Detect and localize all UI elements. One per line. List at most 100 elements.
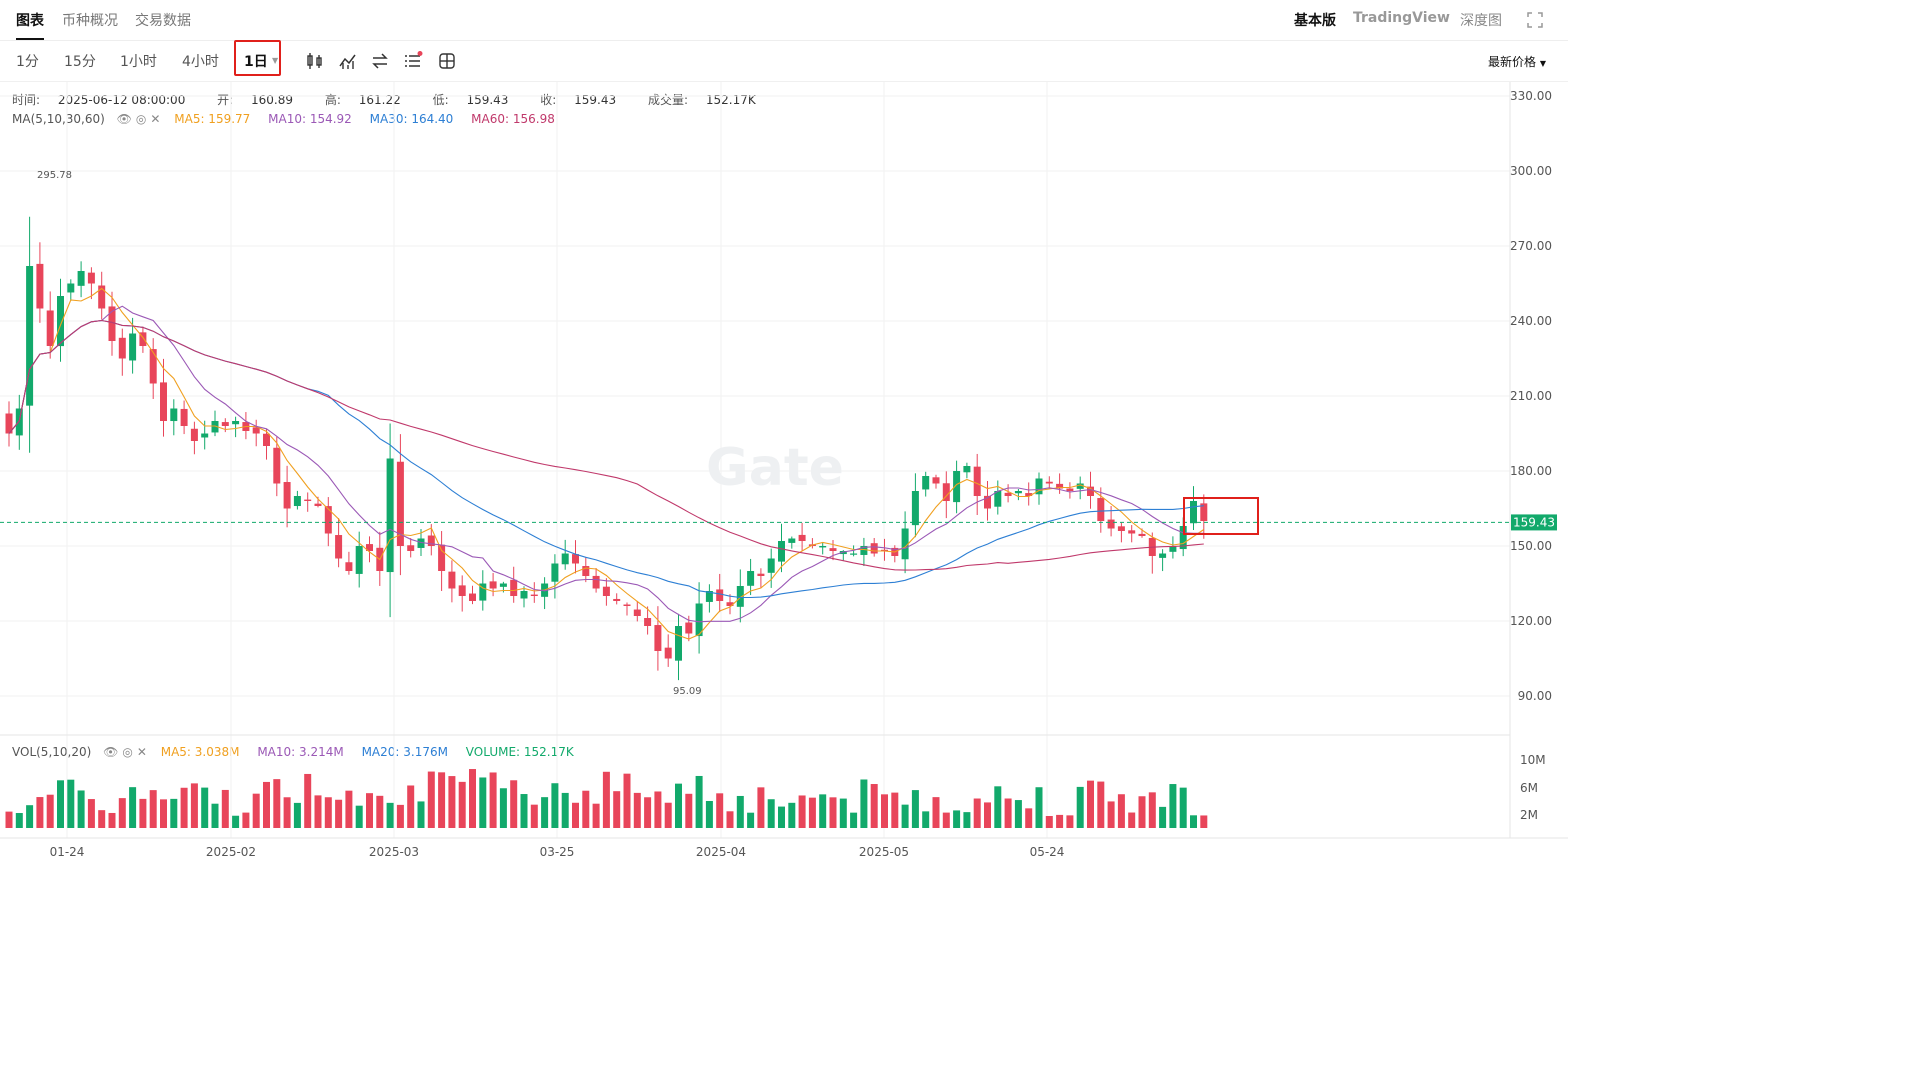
timeframe-1m[interactable]: 1分: [16, 54, 39, 70]
candle-body: [438, 544, 446, 571]
candle-body: [788, 538, 796, 543]
candle-body: [479, 583, 487, 601]
candle-body: [644, 618, 652, 626]
candle-body: [489, 581, 497, 589]
volume-bar: [139, 798, 147, 828]
candle-body: [633, 609, 641, 616]
candle-body: [747, 571, 755, 586]
fullscreen-icon[interactable]: [1527, 12, 1543, 28]
tab-trade-data[interactable]: 交易数据: [135, 13, 191, 29]
volume-bar: [108, 812, 116, 828]
vol-close-icon[interactable]: ✕: [136, 745, 147, 759]
volume-bar: [448, 776, 456, 828]
y-tick-label: 300.00: [1510, 164, 1552, 178]
candle-body: [36, 263, 44, 309]
candle-body: [324, 506, 332, 534]
volume-bar: [324, 797, 332, 828]
candle-body: [1200, 503, 1208, 521]
vol-settings-icon[interactable]: ◎: [122, 745, 133, 759]
volume-value: 152.17K: [705, 93, 756, 107]
candle-body: [190, 428, 198, 441]
candle-body: [1076, 483, 1084, 489]
price-type-select[interactable]: 最新价格 ▼: [1488, 53, 1546, 70]
candle-body: [77, 271, 85, 286]
swap-icon[interactable]: [370, 51, 390, 71]
ma10-value: MA10: 154.92: [268, 112, 352, 126]
ma-line: [8, 319, 1204, 599]
volume-bar: [304, 773, 312, 828]
view-depth[interactable]: 深度图: [1460, 13, 1502, 29]
volume-bar: [77, 790, 85, 828]
candle-body: [582, 566, 590, 576]
volume-bar: [1179, 787, 1187, 828]
volume-bar: [860, 779, 868, 828]
volume-label: 成交量:: [647, 93, 689, 107]
ma-line: [8, 287, 1205, 640]
ma-close-icon[interactable]: ✕: [150, 112, 161, 126]
timeframe-15m[interactable]: 15分: [64, 54, 96, 70]
candle-body: [448, 571, 456, 589]
volume-bar: [263, 781, 270, 828]
candle-body: [376, 547, 384, 571]
candle-body: [1066, 488, 1074, 491]
indicator-icon[interactable]: [338, 51, 358, 71]
x-tick-label: 2025-03: [369, 845, 419, 859]
candle-body: [932, 477, 940, 484]
candle-body: [98, 285, 106, 309]
chart-grid: [0, 82, 1510, 838]
candle-body: [767, 558, 775, 573]
volume-bar: [314, 795, 322, 828]
vol-eye-icon[interactable]: 👁: [103, 745, 119, 759]
close-value: 159.43: [574, 93, 617, 107]
volume-bar: [520, 794, 528, 828]
volume-bar: [232, 815, 240, 828]
candle-body: [984, 495, 991, 509]
volume-bar: [1035, 787, 1043, 828]
price-chart[interactable]: Gate 330.00 300.00 270.00 240.00 210.00 180.0…: [0, 0, 1568, 869]
candle-body: [1045, 481, 1053, 484]
candle-body: [602, 586, 610, 596]
candle-type-icon[interactable]: [305, 51, 325, 71]
candle-body: [242, 422, 250, 431]
layout-icon[interactable]: [437, 51, 457, 71]
y-tick-label: 210.00: [1510, 389, 1552, 403]
candle-body: [5, 413, 13, 434]
volume-bar: [561, 792, 569, 828]
volume-bar: [170, 798, 178, 828]
timeframe-dropdown-icon[interactable]: ▼: [272, 56, 279, 65]
timeframe-4h[interactable]: 4小时: [182, 54, 219, 70]
volume-bar: [870, 784, 878, 828]
candle-body: [1035, 478, 1043, 495]
tab-coin-overview[interactable]: 币种概况: [62, 13, 118, 29]
volume-bar: [355, 805, 363, 828]
candle-body: [510, 579, 518, 596]
volume-bar: [407, 785, 415, 828]
volume-bar: [922, 811, 930, 828]
timeframe-1d[interactable]: 1日: [244, 54, 268, 70]
volume-bar: [675, 783, 682, 828]
volume-bar: [747, 812, 755, 828]
candle-body: [726, 602, 734, 606]
tab-chart[interactable]: 图表: [16, 10, 44, 40]
volume-bar: [252, 793, 260, 828]
candle-body: [170, 408, 178, 422]
view-tradingview[interactable]: TradingView: [1353, 10, 1450, 26]
candle-body: [530, 594, 538, 596]
candle-body: [839, 551, 847, 555]
candle-body: [46, 310, 54, 346]
volume-bar: [623, 773, 631, 828]
settings-list-icon[interactable]: [403, 51, 423, 71]
timeframe-highlight: [234, 40, 281, 76]
volume-bar: [778, 806, 785, 828]
view-basic[interactable]: 基本版: [1294, 13, 1336, 29]
timeframe-1h[interactable]: 1小时: [120, 54, 157, 70]
candle-body: [366, 544, 373, 551]
candle-body: [232, 421, 240, 425]
volume-bar: [911, 790, 919, 828]
ma-eye-icon[interactable]: 👁: [116, 112, 132, 126]
watermark-text: Gate: [706, 438, 844, 498]
volume-bar: [5, 811, 13, 828]
volume-bar: [901, 804, 909, 828]
ma-settings-icon[interactable]: ◎: [135, 112, 147, 126]
volume-bar: [633, 792, 641, 828]
